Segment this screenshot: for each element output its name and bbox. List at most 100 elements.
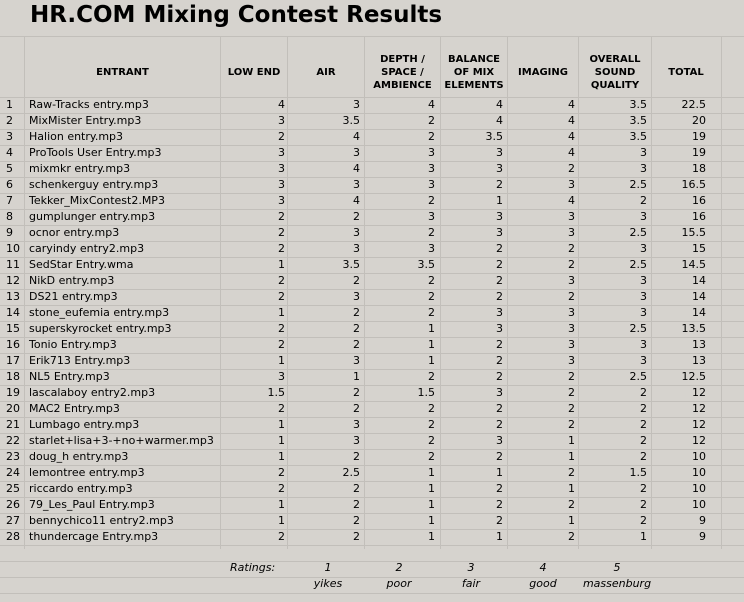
entrant-cell: 79_Les_Paul Entry.mp3 <box>29 498 155 511</box>
imaging-cell: 3 <box>568 338 575 351</box>
air-cell: 2 <box>353 482 360 495</box>
balance-cell: 3 <box>496 322 503 335</box>
total-cell: 13 <box>692 338 706 351</box>
table-row: 1 Raw-Tracks entry.mp3 4 3 4 4 4 3.5 22.5 <box>0 97 744 113</box>
air-cell: 2 <box>353 498 360 511</box>
depth-cell: 3 <box>428 178 435 191</box>
rating-3-word: fair <box>461 577 481 590</box>
balance-cell: 3 <box>496 306 503 319</box>
low-end-cell: 3 <box>278 162 285 175</box>
rank-cell: 2 <box>6 114 13 127</box>
air-cell: 3 <box>353 418 360 431</box>
low-end-cell: 3 <box>278 178 285 191</box>
depth-cell: 1 <box>428 322 435 335</box>
overall-cell: 2 <box>640 434 647 447</box>
balance-cell: 2 <box>496 338 503 351</box>
air-cell: 3 <box>353 178 360 191</box>
entrant-cell: Tekker_MixContest2.MP3 <box>29 194 165 207</box>
header-depth-line2: SPACE / <box>381 66 424 78</box>
air-cell: 2 <box>353 274 360 287</box>
low-end-cell: 2 <box>278 482 285 495</box>
rating-5-word: massenburg <box>582 577 652 590</box>
low-end-cell: 1 <box>278 450 285 463</box>
balance-cell: 2 <box>496 514 503 527</box>
table-row: 3 Halion entry.mp3 2 4 2 3.5 4 3.5 19 <box>0 129 744 145</box>
imaging-cell: 2 <box>568 242 575 255</box>
total-cell: 18 <box>692 162 706 175</box>
depth-cell: 1 <box>428 482 435 495</box>
imaging-cell: 2 <box>568 418 575 431</box>
ratings-label: Ratings: <box>230 561 276 574</box>
air-cell: 3 <box>353 290 360 303</box>
air-cell: 3.5 <box>342 114 361 127</box>
header-air: AIR <box>316 66 336 78</box>
air-cell: 2 <box>353 402 360 415</box>
air-cell: 4 <box>353 130 360 143</box>
total-cell: 10 <box>692 482 706 495</box>
rating-2-number: 2 <box>395 561 403 574</box>
overall-cell: 2.5 <box>629 226 648 239</box>
entrant-cell: schenkerguy entry.mp3 <box>29 178 159 191</box>
rank-cell: 28 <box>6 530 20 543</box>
imaging-cell: 3 <box>568 274 575 287</box>
entrant-cell: mixmkr entry.mp3 <box>29 162 131 175</box>
header-imaging: IMAGING <box>518 66 568 78</box>
air-cell: 2 <box>353 338 360 351</box>
balance-cell: 2 <box>496 370 503 383</box>
air-cell: 3 <box>353 146 360 159</box>
air-cell: 2 <box>353 210 360 223</box>
overall-cell: 2 <box>640 498 647 511</box>
table-row: 16 Tonio Entry.mp3 2 2 1 2 3 3 13 <box>0 337 744 353</box>
depth-cell: 2 <box>428 434 435 447</box>
table-row: 20 MAC2 Entry.mp3 2 2 2 2 2 2 12 <box>0 401 744 417</box>
rank-cell: 17 <box>6 354 20 367</box>
total-cell: 9 <box>699 514 706 527</box>
header-entrant: ENTRANT <box>96 66 149 78</box>
rank-cell: 26 <box>6 498 20 511</box>
balance-cell: 3 <box>496 434 503 447</box>
total-cell: 13 <box>692 354 706 367</box>
total-cell: 10 <box>692 498 706 511</box>
header-balance-line2: OF MIX <box>453 66 495 78</box>
rating-5-number: 5 <box>613 561 621 574</box>
imaging-cell: 2 <box>568 498 575 511</box>
table-row: 13 DS21 entry.mp3 2 3 2 2 2 3 14 <box>0 289 744 305</box>
balance-cell: 1 <box>496 530 503 543</box>
imaging-cell: 4 <box>568 98 575 111</box>
low-end-cell: 2 <box>278 274 285 287</box>
depth-cell: 3 <box>428 146 435 159</box>
low-end-cell: 3 <box>278 194 285 207</box>
air-cell: 2 <box>353 322 360 335</box>
low-end-cell: 2 <box>278 530 285 543</box>
depth-cell: 1 <box>428 498 435 511</box>
low-end-cell: 1 <box>278 434 285 447</box>
air-cell: 2.5 <box>342 466 361 479</box>
total-cell: 12 <box>692 418 706 431</box>
table-row: 19 lascalaboy entry2.mp3 1.5 2 1.5 3 2 2 12 <box>0 385 744 401</box>
entrant-cell: caryindy entry2.mp3 <box>29 242 145 255</box>
table-row: 6 schenkerguy entry.mp3 3 3 3 2 3 2.5 16.5 <box>0 177 744 193</box>
balance-cell: 2 <box>496 242 503 255</box>
imaging-cell: 2 <box>568 386 575 399</box>
overall-cell: 2.5 <box>629 370 648 383</box>
balance-cell: 2 <box>496 258 503 271</box>
rating-4-word: good <box>529 577 557 590</box>
total-cell: 14 <box>692 306 706 319</box>
imaging-cell: 4 <box>568 194 575 207</box>
low-end-cell: 2 <box>278 226 285 239</box>
air-cell: 3 <box>353 242 360 255</box>
low-end-cell: 1 <box>278 498 285 511</box>
table-row: 12 NikD entry.mp3 2 2 2 2 3 3 14 <box>0 273 744 289</box>
table-row: 17 Erik713 Entry.mp3 1 3 1 2 3 3 13 <box>0 353 744 369</box>
entrant-cell: stone_eufemia entry.mp3 <box>29 306 170 319</box>
entrant-cell: riccardo entry.mp3 <box>29 482 133 495</box>
overall-cell: 2 <box>640 194 647 207</box>
air-cell: 2 <box>353 514 360 527</box>
imaging-cell: 2 <box>568 258 575 271</box>
overall-cell: 2.5 <box>629 178 648 191</box>
rank-cell: 19 <box>6 386 20 399</box>
rank-cell: 10 <box>6 242 20 255</box>
air-cell: 2 <box>353 530 360 543</box>
header-low-end: LOW END <box>227 66 281 78</box>
overall-cell: 2 <box>640 418 647 431</box>
